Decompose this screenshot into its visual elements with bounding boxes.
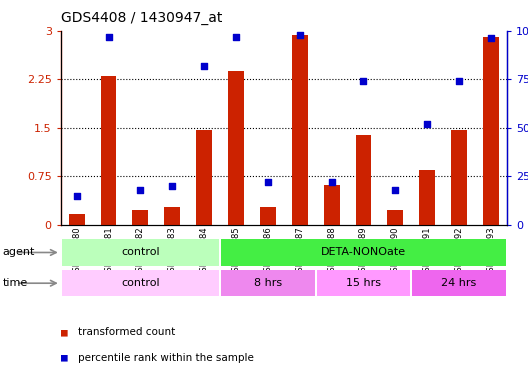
Text: GDS4408 / 1430947_at: GDS4408 / 1430947_at [61, 11, 222, 25]
Point [263, 179, 272, 185]
Text: 15 hrs: 15 hrs [346, 278, 381, 288]
Point [327, 179, 336, 185]
Bar [100, 76, 117, 225]
Text: ■: ■ [61, 353, 68, 363]
Text: percentile rank within the sample: percentile rank within the sample [78, 353, 253, 363]
Text: 8 hrs: 8 hrs [254, 278, 282, 288]
Text: 24 hrs: 24 hrs [441, 278, 477, 288]
Point [200, 63, 209, 69]
Bar [451, 130, 467, 225]
Bar [483, 37, 499, 225]
Bar [419, 170, 435, 225]
Bar [196, 130, 212, 225]
Point [391, 187, 400, 193]
Bar [412, 270, 506, 296]
Point [487, 35, 495, 41]
Point [72, 192, 81, 199]
Bar [133, 210, 148, 225]
Point [136, 187, 145, 193]
Bar [317, 270, 410, 296]
Bar [221, 239, 506, 266]
Bar [221, 270, 315, 296]
Bar [62, 239, 219, 266]
Text: control: control [121, 247, 159, 258]
Point [296, 31, 304, 38]
Text: control: control [121, 278, 159, 288]
Bar [69, 214, 84, 225]
Point [455, 78, 463, 84]
Point [168, 183, 176, 189]
Text: agent: agent [3, 247, 35, 257]
Text: time: time [3, 278, 28, 288]
Bar [292, 35, 308, 225]
Text: DETA-NONOate: DETA-NONOate [321, 247, 406, 258]
Bar [355, 136, 371, 225]
Point [232, 33, 240, 40]
Point [105, 33, 113, 40]
Point [359, 78, 367, 84]
Bar [164, 207, 180, 225]
Bar [388, 210, 403, 225]
Bar [62, 270, 219, 296]
Text: ■: ■ [61, 327, 68, 337]
Bar [324, 185, 340, 225]
Point [423, 121, 431, 127]
Bar [260, 207, 276, 225]
Bar [228, 71, 244, 225]
Text: transformed count: transformed count [78, 327, 175, 337]
